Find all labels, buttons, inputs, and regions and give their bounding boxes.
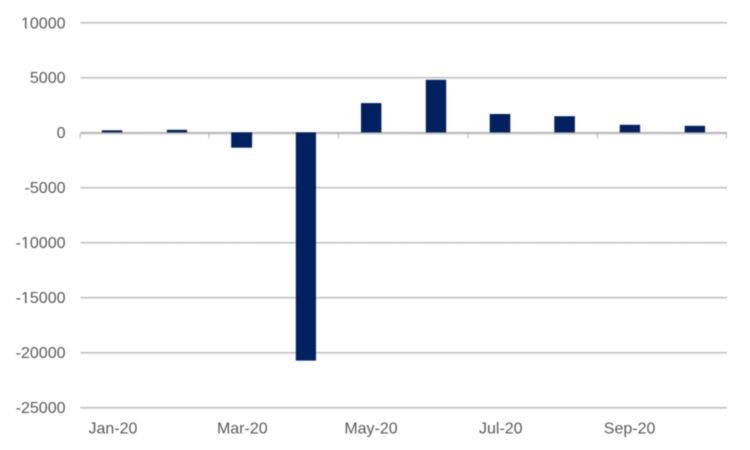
svg-text:Jul-20: Jul-20 bbox=[479, 420, 523, 437]
svg-text:10000: 10000 bbox=[21, 15, 66, 32]
svg-text:May-20: May-20 bbox=[344, 420, 397, 437]
svg-text:Sep-20: Sep-20 bbox=[604, 420, 656, 437]
svg-text:0: 0 bbox=[57, 125, 66, 142]
svg-text:-5000: -5000 bbox=[25, 180, 66, 197]
svg-text:-15000: -15000 bbox=[16, 290, 66, 307]
svg-text:-20000: -20000 bbox=[16, 345, 66, 362]
svg-text:-25000: -25000 bbox=[16, 400, 66, 417]
svg-text:Jan-20: Jan-20 bbox=[89, 420, 138, 437]
svg-text:Mar-20: Mar-20 bbox=[217, 420, 268, 437]
svg-text:5000: 5000 bbox=[30, 70, 66, 87]
svg-text:-10000: -10000 bbox=[16, 235, 66, 252]
